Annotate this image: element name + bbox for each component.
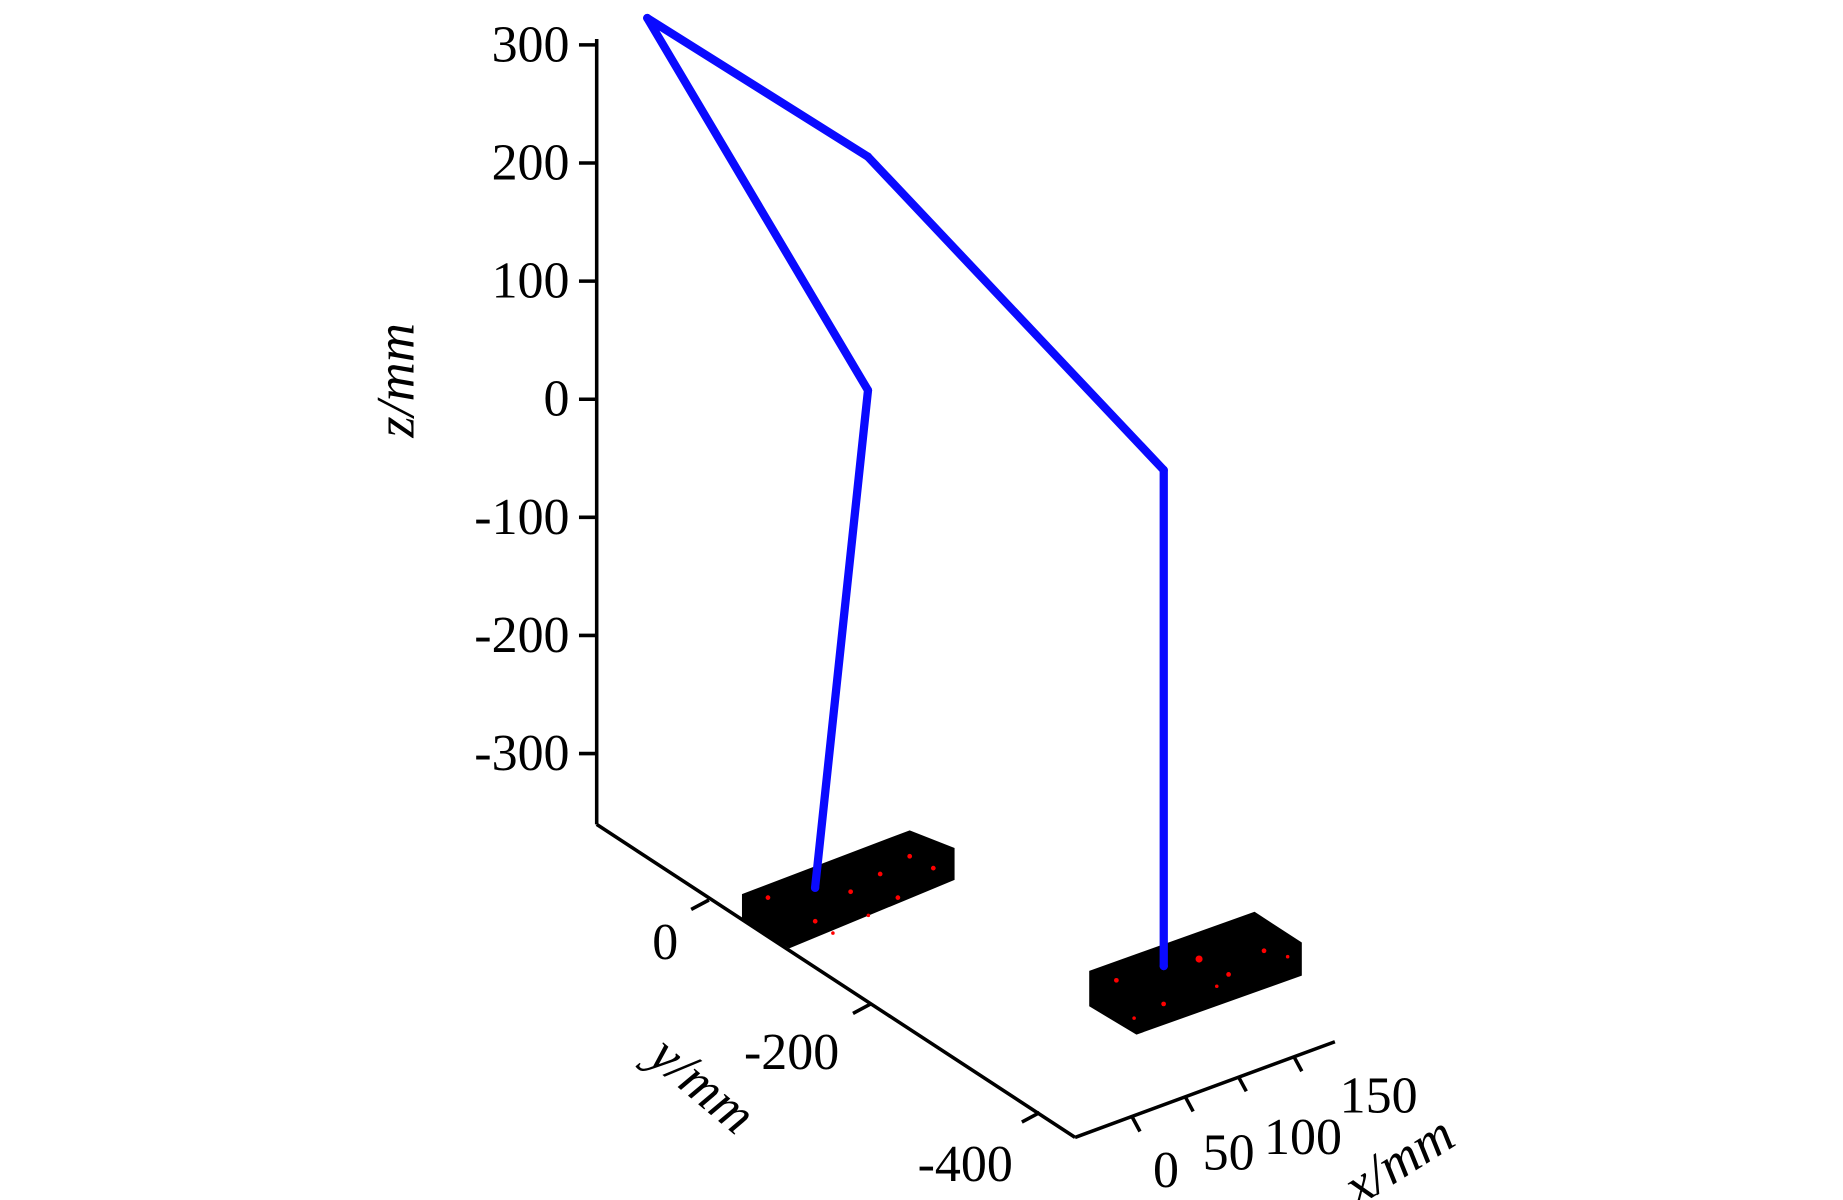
trajectory-point <box>1159 465 1168 475</box>
x-tick <box>1291 1055 1304 1073</box>
trajectory-point <box>863 152 873 161</box>
x-tick <box>1130 1115 1142 1133</box>
x-tick-label: 0 <box>1153 1142 1179 1199</box>
x-tick-label: 50 <box>1203 1124 1255 1181</box>
z-ticks <box>578 43 597 756</box>
right-block <box>1089 911 1302 1035</box>
y-tick <box>690 898 710 912</box>
z-tick-label: -100 <box>474 489 569 546</box>
z-tick-label: 200 <box>492 135 570 192</box>
y-tick-label: 0 <box>652 914 678 971</box>
y-tick-label: -200 <box>744 1024 839 1081</box>
z-tick-label: 0 <box>544 371 570 428</box>
y-tick <box>852 1002 872 1015</box>
y-tick-label: -400 <box>918 1136 1013 1193</box>
z-tick-label: 300 <box>492 16 570 73</box>
trajectory-point <box>1159 961 1168 971</box>
z-axis-label: z/mm <box>366 323 426 439</box>
x-axis-line <box>1074 1040 1336 1140</box>
trajectory-line <box>643 13 1168 971</box>
left-block <box>741 830 955 949</box>
trajectory-point <box>863 386 873 395</box>
y-tick <box>1021 1111 1041 1124</box>
x-tick <box>1236 1075 1248 1093</box>
x-tick <box>1183 1095 1195 1113</box>
z-tick-label: -300 <box>474 725 569 782</box>
y-axis-line <box>595 822 1077 1139</box>
trajectory-point <box>810 883 820 892</box>
z-tick-label: 100 <box>492 253 570 310</box>
series-layer <box>643 13 1168 971</box>
x-tick-label: 100 <box>1264 1109 1342 1166</box>
x-tick-label: 150 <box>1340 1068 1418 1125</box>
trajectory-point <box>643 13 652 23</box>
z-tick-label: -200 <box>474 607 569 664</box>
